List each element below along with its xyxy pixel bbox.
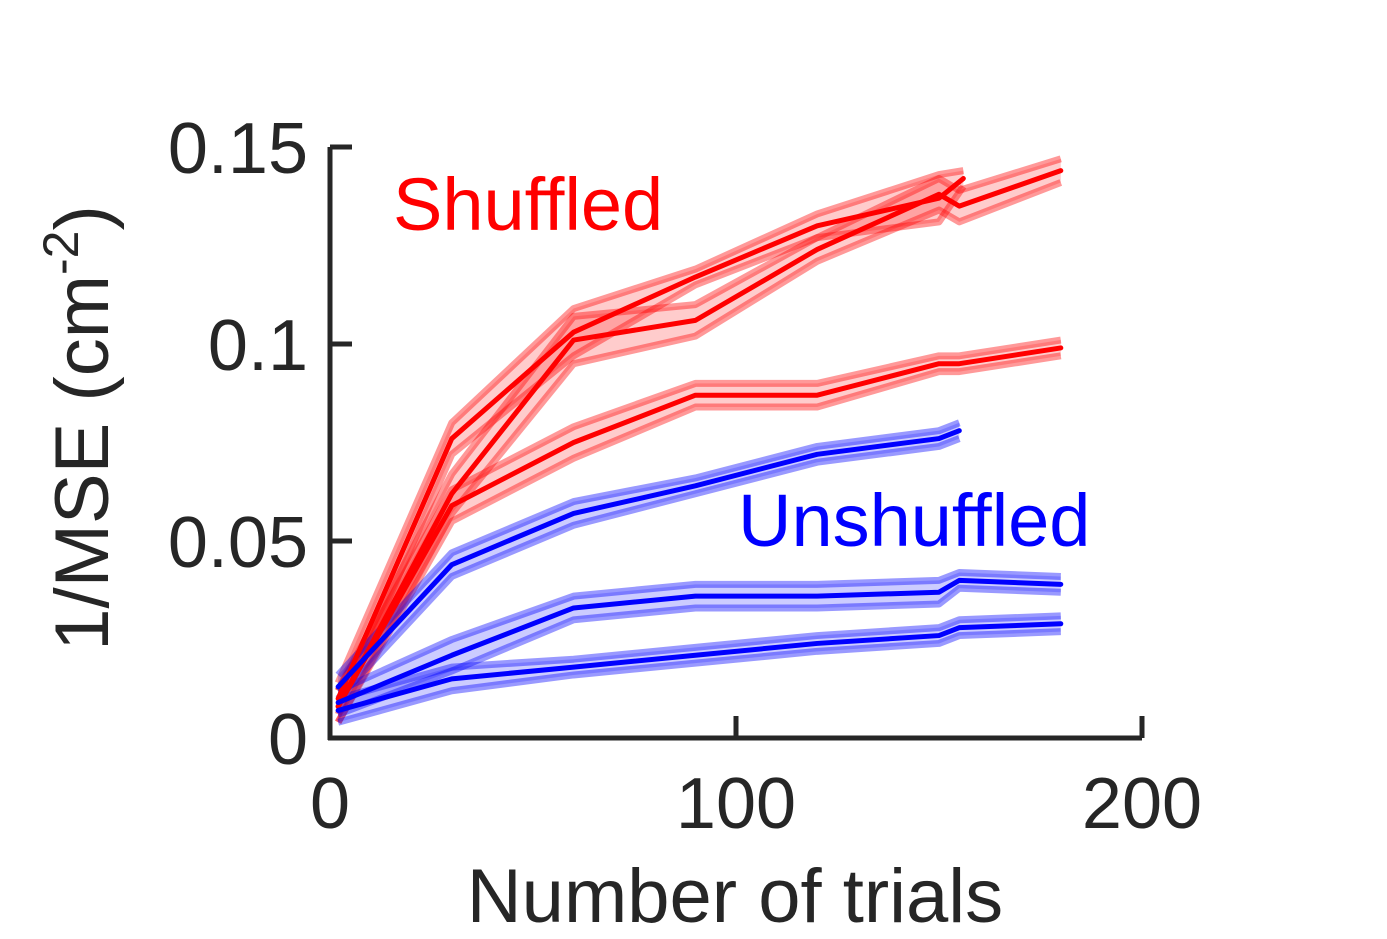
unshuffled-band-upper-edge xyxy=(335,419,961,678)
annotation-shuffled: Shuffled xyxy=(393,163,663,246)
y-ticks: 0 0.05 0.1 0.15 xyxy=(168,109,352,780)
shuffled-error-band xyxy=(338,158,1061,723)
unshuffled-series-line xyxy=(335,621,1064,713)
y-axis-label-exponent: -2 xyxy=(33,231,89,275)
shuffled-band-upper-edge xyxy=(335,155,1062,693)
shuffled-series-line xyxy=(335,345,1064,709)
y-axis-label-main: 1/MSE (cm xyxy=(40,275,125,651)
y-axis-label-close: ) xyxy=(40,205,125,230)
x-tick-label: 0 xyxy=(310,764,350,844)
y-tick-label: 0 xyxy=(268,700,308,780)
x-tick-label: 200 xyxy=(1082,764,1202,844)
shuffled-band-lower-edge xyxy=(335,179,1063,724)
shuffled-band-lower-edge xyxy=(335,352,1062,724)
series-lines xyxy=(335,168,1064,713)
y-tick-label: 0.15 xyxy=(168,109,308,189)
x-ticks: 0 100 200 xyxy=(310,716,1202,844)
unshuffled-band-upper-edge xyxy=(336,569,1061,694)
shuffled-series-line xyxy=(335,168,1064,709)
unshuffled-band-lower-edge xyxy=(337,628,1061,726)
y-tick-label: 0.05 xyxy=(168,503,308,583)
x-tick-label: 100 xyxy=(676,764,796,844)
unshuffled-band-lower-edge xyxy=(336,584,1061,718)
unshuffled-series-line xyxy=(335,577,1064,706)
unshuffled-band-lower-edge xyxy=(335,435,961,701)
unshuffled-band-upper-edge xyxy=(337,612,1061,702)
y-axis-label: 1/MSE (cm-2) xyxy=(33,205,125,651)
x-axis-label: Number of trials xyxy=(467,854,1003,939)
unshuffled-error-band xyxy=(338,615,1061,723)
y-tick-label: 0.1 xyxy=(208,306,308,386)
unshuffled-series-line xyxy=(335,428,962,690)
annotation-unshuffled: Unshuffled xyxy=(738,479,1090,562)
shuffled-band-lower-edge xyxy=(334,184,967,716)
shuffled-band-upper-edge xyxy=(335,336,1062,693)
shuffled-error-band xyxy=(338,170,964,715)
shuffled-series-line xyxy=(335,176,966,702)
shuffled-band-upper-edge xyxy=(334,167,964,685)
